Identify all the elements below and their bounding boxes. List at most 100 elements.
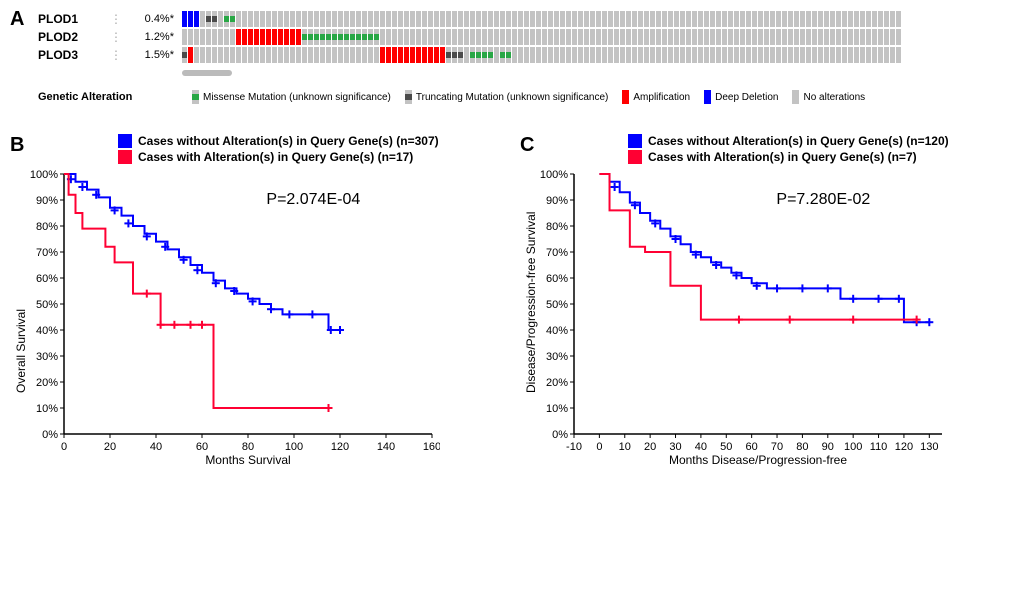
sample-cell — [308, 47, 313, 63]
sample-cell — [704, 11, 709, 27]
sample-cell — [584, 11, 589, 27]
sample-cell — [794, 11, 799, 27]
sample-cell — [530, 29, 535, 45]
svg-text:40%: 40% — [546, 325, 568, 337]
sample-cell — [770, 11, 775, 27]
sample-cell — [626, 11, 631, 27]
sample-cell — [896, 47, 901, 63]
alteration-pct: 0.4%* — [124, 13, 182, 25]
sample-cell — [254, 29, 259, 45]
sample-cell — [242, 29, 247, 45]
sample-cell — [722, 29, 727, 45]
sample-cell — [638, 29, 643, 45]
km-legend-swatch — [118, 134, 132, 148]
sample-cell — [296, 47, 301, 63]
legend-item: Deep Deletion — [704, 90, 778, 104]
sample-cell — [512, 29, 517, 45]
sample-cell — [440, 29, 445, 45]
sample-cell — [374, 11, 379, 27]
legend-item: Truncating Mutation (unknown significanc… — [405, 90, 609, 104]
sample-cell — [860, 29, 865, 45]
svg-text:30: 30 — [669, 441, 681, 453]
sample-cell — [860, 11, 865, 27]
sample-cell — [578, 47, 583, 63]
sample-cell — [470, 11, 475, 27]
sample-cell — [398, 11, 403, 27]
sample-cell — [746, 29, 751, 45]
sample-cell — [860, 47, 865, 63]
drag-handle-icon: ⋮ — [110, 17, 124, 21]
sample-cell — [710, 11, 715, 27]
sample-cell — [614, 47, 619, 63]
sample-cell — [806, 29, 811, 45]
km-legend-swatch — [628, 150, 642, 164]
km-plot: 0%10%20%30%40%50%60%70%80%90%100%-100102… — [520, 168, 950, 468]
legend-title: Genetic Alteration — [38, 91, 178, 103]
sample-cell — [560, 29, 565, 45]
sample-cell — [500, 11, 505, 27]
sample-cell — [350, 11, 355, 27]
sample-cell — [416, 29, 421, 45]
sample-cell — [734, 47, 739, 63]
sample-cell — [476, 47, 481, 63]
sample-cell — [638, 11, 643, 27]
sample-cell — [530, 47, 535, 63]
legend-label: Deep Deletion — [715, 92, 778, 103]
sample-cell — [716, 11, 721, 27]
sample-cell — [752, 29, 757, 45]
sample-cell — [764, 47, 769, 63]
sample-cell — [602, 11, 607, 27]
sample-cell — [458, 47, 463, 63]
sample-cell — [884, 11, 889, 27]
y-axis-label: Disease/Progression-free Survival — [524, 212, 538, 393]
sample-cell — [602, 47, 607, 63]
svg-text:Months Survival: Months Survival — [205, 453, 290, 467]
sample-cell — [704, 47, 709, 63]
svg-text:10%: 10% — [546, 403, 568, 415]
svg-text:0%: 0% — [552, 429, 568, 441]
y-axis-label: Overall Survival — [14, 309, 28, 393]
sample-cell — [728, 29, 733, 45]
sample-cell — [578, 29, 583, 45]
svg-text:60%: 60% — [546, 273, 568, 285]
sample-cell — [782, 29, 787, 45]
sample-cell — [758, 29, 763, 45]
sample-cell — [254, 47, 259, 63]
sample-cell — [464, 29, 469, 45]
sample-cell — [866, 47, 871, 63]
svg-text:60%: 60% — [36, 273, 58, 285]
sample-cell — [680, 29, 685, 45]
sample-cell — [236, 29, 241, 45]
sample-cell — [188, 29, 193, 45]
sample-cell — [320, 47, 325, 63]
sample-cell — [584, 47, 589, 63]
legend-item: Amplification — [622, 90, 690, 104]
sample-cell — [632, 11, 637, 27]
sample-cell — [830, 11, 835, 27]
sample-cell — [782, 47, 787, 63]
sample-cell — [800, 11, 805, 27]
gene-name: PLOD3 — [38, 48, 110, 62]
sample-cell — [560, 47, 565, 63]
sample-cell — [518, 11, 523, 27]
svg-text:70%: 70% — [36, 247, 58, 259]
sample-cell — [350, 47, 355, 63]
sample-cell — [248, 47, 253, 63]
sample-cell — [566, 11, 571, 27]
sample-cell — [224, 11, 229, 27]
sample-cell — [830, 47, 835, 63]
sample-cell — [608, 29, 613, 45]
svg-text:100: 100 — [844, 441, 862, 453]
sample-cell — [332, 11, 337, 27]
sample-cell — [884, 47, 889, 63]
sample-cell — [458, 11, 463, 27]
sample-cell — [662, 47, 667, 63]
sample-cell — [608, 47, 613, 63]
svg-text:100: 100 — [285, 441, 303, 453]
sample-cell — [356, 11, 361, 27]
km-legend-label: Cases with Alteration(s) in Query Gene(s… — [648, 150, 917, 164]
svg-text:20%: 20% — [546, 377, 568, 389]
sample-cell — [320, 29, 325, 45]
sample-cell — [758, 11, 763, 27]
legend-label: No alterations — [803, 92, 865, 103]
